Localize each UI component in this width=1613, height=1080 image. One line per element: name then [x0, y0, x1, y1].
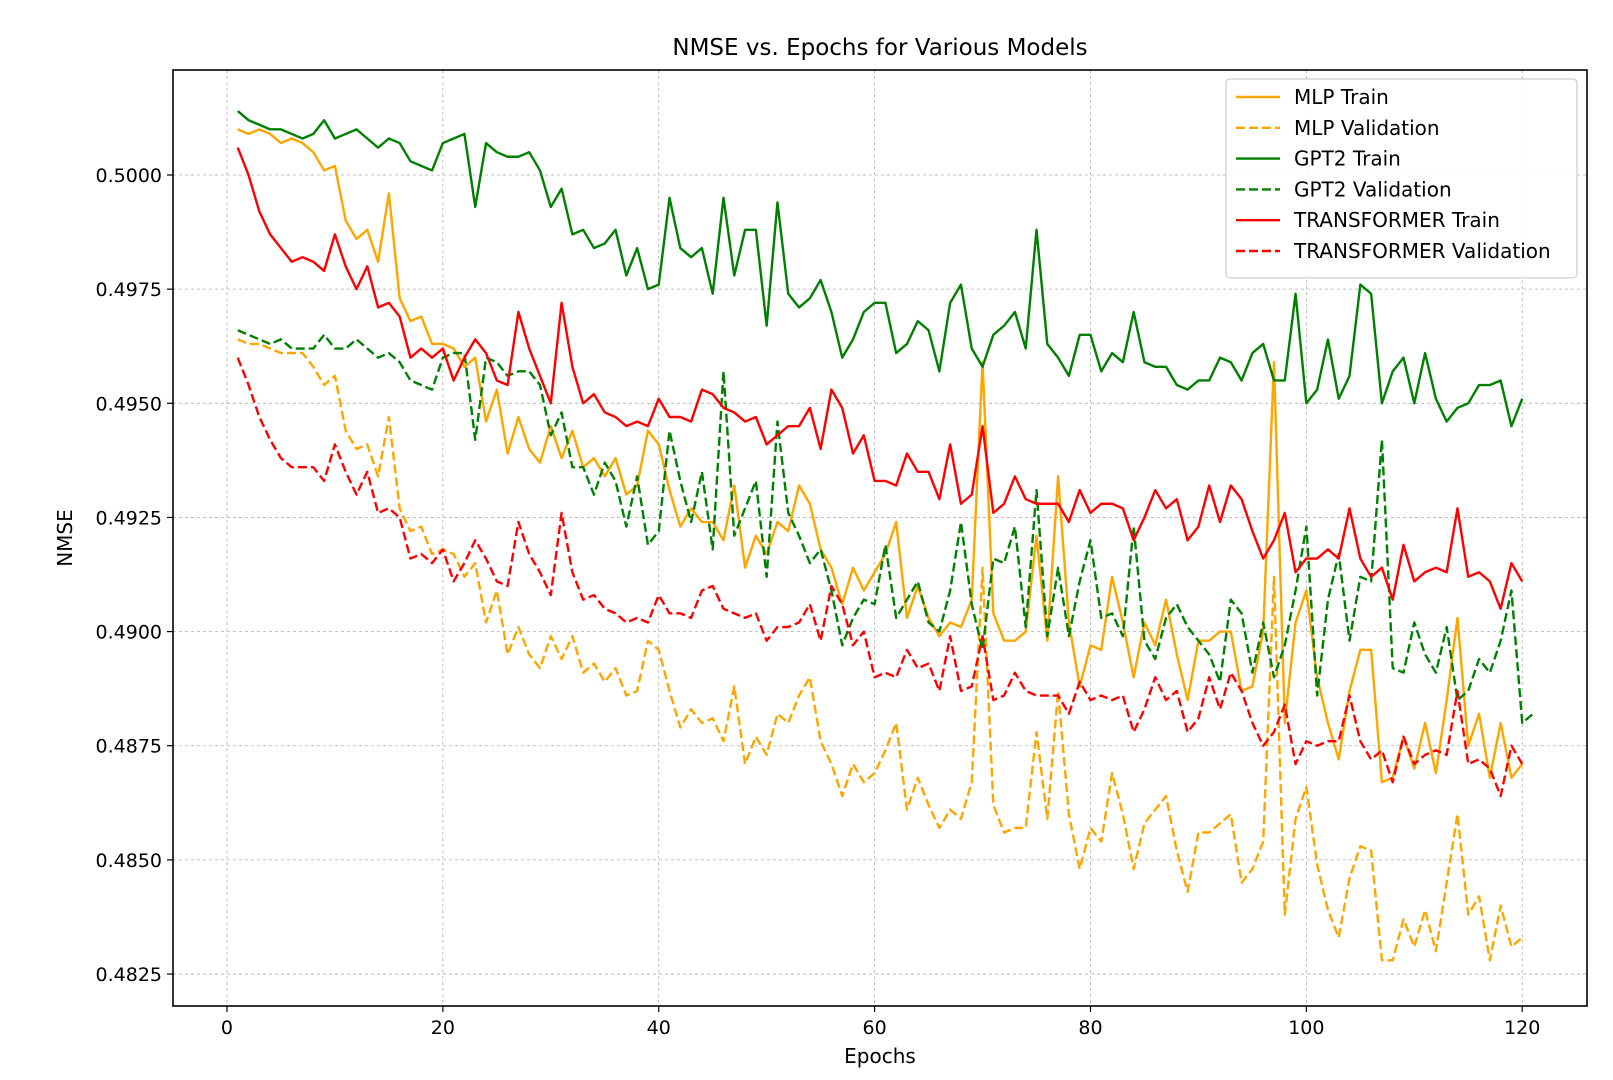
x-tick-label: 0	[221, 1017, 233, 1039]
y-tick-label: 0.4900	[96, 622, 162, 644]
legend-entry-label: TRANSFORMER Train	[1293, 208, 1500, 232]
y-tick-label: 0.4825	[96, 964, 162, 986]
x-tick-label: 80	[1078, 1017, 1102, 1039]
x-tick-label: 60	[863, 1017, 887, 1039]
chart-title: NMSE vs. Epochs for Various Models	[672, 35, 1087, 61]
legend-entry-label: MLP Train	[1294, 85, 1389, 109]
legend-entry-label: MLP Validation	[1294, 116, 1440, 140]
legend-entry-label: GPT2 Validation	[1294, 177, 1452, 201]
y-tick-label: 0.4875	[96, 736, 162, 758]
x-axis-label: Epochs	[844, 1044, 916, 1068]
legend-box	[1225, 78, 1578, 279]
y-tick-label: 0.4950	[96, 393, 162, 415]
y-tick-label: 0.4975	[96, 279, 162, 301]
series-line-transformer-train	[236, 147, 1524, 610]
legend: MLP Train MLP Validation GPT2 Train GPT2 Va…	[1225, 78, 1578, 279]
x-tick-label: 40	[647, 1017, 671, 1039]
series-line-gpt2-train	[236, 110, 1524, 428]
legend-entry-label: TRANSFORMER Validation	[1293, 239, 1551, 263]
series-line-mlp-train	[237, 128, 1524, 784]
series-line-mlp-validation	[237, 338, 1524, 962]
plot-frame	[172, 69, 1588, 1007]
x-tick-label: 120	[1504, 1017, 1540, 1039]
series-line-gpt2-validation	[237, 329, 1534, 725]
y-tick-label: 0.4850	[96, 850, 162, 872]
x-tick-label: 100	[1288, 1017, 1324, 1039]
series-lines	[236, 110, 1534, 962]
x-tick-label: 20	[431, 1017, 455, 1039]
y-tick-label: 0.5000	[96, 165, 162, 187]
series-line-transformer-validation	[236, 357, 1524, 798]
y-axis-label: NMSE	[53, 509, 77, 567]
y-tick-label: 0.4925	[96, 507, 162, 529]
axis-ticks: 0 20 40 60 80 100 120 0.4825 0.4850 0.4875 0.4900 0…	[96, 165, 1541, 1039]
legend-entry-label: GPT2 Train	[1294, 147, 1401, 171]
